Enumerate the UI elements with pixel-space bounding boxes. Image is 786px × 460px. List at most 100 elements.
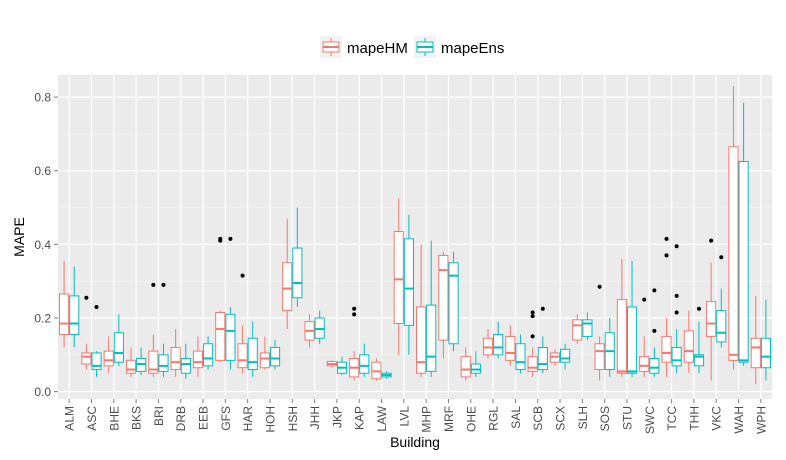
box-body [738, 161, 749, 363]
box-mapeEns-WAH [738, 102, 749, 366]
box-mapeEns-SCB [537, 306, 548, 374]
box-body [215, 311, 226, 361]
box-mapeHM-DRB [170, 329, 181, 377]
box-mapeEns-ASC [91, 304, 102, 377]
box-body [426, 304, 437, 372]
box-mapeEns-HAR [247, 321, 258, 377]
box-mapeEns-MHP [426, 240, 437, 377]
x-tick-label: RGL [487, 406, 501, 431]
box-mapeEns-TCC [671, 244, 682, 374]
y-tick-label: 0.2 [34, 312, 51, 326]
x-tick-label: SCB [531, 406, 545, 431]
box-body [170, 346, 181, 371]
x-tick-label: BHE [107, 406, 121, 431]
box-body [706, 300, 717, 337]
box-body [158, 354, 169, 372]
x-tick-label: MRF [442, 406, 456, 432]
x-tick-label: STU [620, 406, 634, 430]
box-mapeHM-WAH [728, 86, 739, 370]
box-body [616, 299, 627, 374]
box-mapeHM-BHE [103, 336, 114, 374]
box-mapeEns-SLH [582, 312, 593, 341]
outlier-point [84, 295, 89, 300]
outlier-point [674, 244, 679, 249]
box-mapeEns-VKC [716, 255, 727, 348]
box-body [572, 319, 583, 341]
y-axis-title: MAPE [11, 217, 27, 257]
box-mapeHM-BRI [148, 282, 159, 377]
box-body [113, 332, 124, 363]
x-axis-title: Building [390, 434, 440, 450]
x-tick-label: GFS [219, 406, 233, 431]
legend-item-mapeens: mapeEns [414, 36, 504, 58]
box-body [649, 358, 660, 374]
box-mapeHM-HAR [237, 273, 248, 374]
box-mapeEns-HOH [269, 340, 281, 370]
box-mapeEns-LVL [403, 214, 414, 355]
box-mapeHM-VKC [706, 238, 717, 381]
box-mapeEns-HSH [292, 207, 303, 307]
box-body [683, 330, 694, 363]
x-tick-label: SAL [509, 406, 523, 429]
box-body [438, 254, 449, 341]
box-body [626, 306, 638, 374]
box-body [403, 238, 414, 326]
x-tick-label: WPH [754, 406, 768, 434]
outlier-point [696, 306, 701, 311]
box-mapeHM-EEB [192, 336, 204, 377]
box-mapeHM-LAW [371, 358, 382, 381]
box-mapeHM-MRF [438, 251, 449, 359]
box-body [716, 310, 727, 343]
box-body [81, 352, 92, 365]
outlier-point [664, 236, 669, 241]
box-body [203, 343, 214, 367]
x-tick-label: HAR [241, 406, 255, 432]
x-tick-label: WAH [732, 406, 746, 434]
box-mapeHM-KAP [349, 306, 360, 381]
x-tick-label: ALM [63, 406, 77, 431]
x-tick-label: OHE [464, 406, 478, 432]
outlier-point [642, 297, 647, 302]
box-body [292, 247, 303, 299]
box-mapeEns-JKP [336, 356, 348, 376]
box-body [259, 352, 270, 369]
outlier-point [161, 282, 166, 287]
box-mapeEns-BKS [136, 347, 147, 376]
box-body [91, 352, 102, 371]
box-body [639, 356, 650, 372]
box-mapeEns-STU [626, 260, 638, 377]
box-body [192, 350, 204, 369]
box-body [359, 354, 370, 374]
x-tick-label: VKC [710, 406, 724, 431]
box-mapeEns-RGL [493, 321, 504, 359]
y-tick-label: 0.8 [34, 91, 51, 105]
box-body [125, 359, 137, 374]
outlier-point [664, 253, 669, 258]
box-mapeHM-TCC [661, 236, 672, 377]
x-tick-label: DRB [174, 406, 188, 431]
y-tick-label: 0.4 [34, 238, 51, 252]
x-tick-label: SLH [576, 406, 590, 429]
box-mapeHM-SCX [549, 349, 561, 366]
box-mapeEns-OHE [470, 351, 481, 377]
box-body [505, 335, 516, 361]
box-mapeHM-LVL [393, 198, 404, 355]
box-body [148, 350, 159, 374]
box-mapeHM-HOH [259, 336, 270, 370]
x-tick-label: LAW [375, 405, 389, 431]
box-mapeHM-OHE [460, 347, 471, 381]
box-body [416, 306, 427, 374]
box-mapeEns-BRI [158, 282, 169, 377]
box-mapeHM-BKS [125, 347, 137, 377]
box-body [393, 230, 404, 325]
outlier-point [709, 238, 714, 243]
box-mapeHM-THH [683, 310, 694, 374]
box-mapeHM-GFS [215, 236, 226, 363]
plot-panel [58, 75, 772, 399]
box-mapeEns-JHH [314, 310, 325, 344]
outlier-point [352, 306, 357, 311]
legend-item-mapehm: mapeHM [320, 36, 408, 58]
box-mapeHM-SCB [527, 310, 538, 377]
outlier-point [652, 328, 657, 333]
box-mapeEns-SAL [515, 334, 526, 374]
